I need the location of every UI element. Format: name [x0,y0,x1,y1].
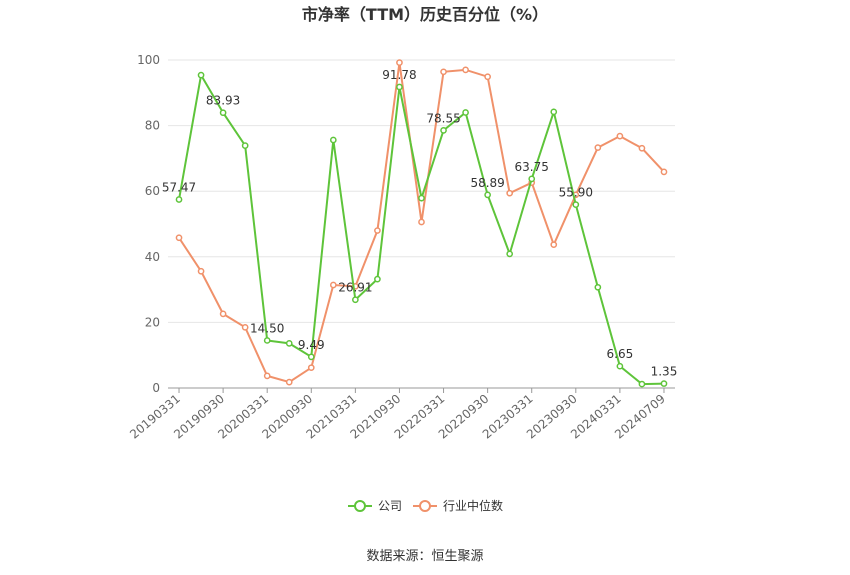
data-label: 14.50 [250,321,284,335]
point-industry [506,189,514,197]
data-label: 63.75 [515,160,549,174]
point-company [528,175,536,183]
point-industry [219,310,227,318]
point-industry [285,378,293,386]
source-note: 数据来源：恒生聚源 [366,549,483,564]
point-company [329,136,337,144]
point-company [263,337,271,344]
point-company [506,250,514,258]
data-label: 78.55 [426,111,460,125]
y-tick-label: 0 [152,381,160,395]
y-tick-label: 100 [137,53,160,67]
data-label: 83.93 [206,94,240,108]
data-label: 9.49 [298,338,325,352]
point-company [418,194,425,202]
point-company [241,142,249,149]
point-industry [241,323,249,331]
data-label: 57.47 [162,180,196,194]
x-axis: 2019033120190930202003312020093020210331… [127,387,675,442]
point-company [638,380,646,388]
data-label: 6.65 [607,347,634,361]
legend[interactable]: 公司 行业中位数 [348,498,503,513]
point-company [285,340,293,347]
y-tick-label: 80 [145,119,160,133]
point-industry [197,267,205,275]
point-industry [263,372,271,380]
y-tick-label: 40 [145,250,160,264]
data-label: 1.35 [651,365,678,379]
point-industry [396,59,403,66]
point-company [550,108,558,116]
legend-swatch-marker [419,500,431,512]
point-industry [374,227,381,234]
point-industry [175,234,183,242]
point-company [307,353,315,361]
data-label: 26.91 [338,281,372,295]
y-axis: 0 20 40 60 80 100 [137,53,160,395]
point-industry [484,73,491,81]
y-tick-label: 20 [145,315,160,329]
data-label: 91.78 [382,68,416,82]
point-industry [594,144,602,151]
point-company [462,109,469,116]
grid [168,59,675,323]
series-line-company [178,72,665,386]
series-layer [175,59,668,388]
legend-label: 公司 [378,499,402,513]
legend-label: 行业中位数 [443,498,503,513]
point-company [396,83,403,91]
data-labels: 57.47 83.93 14.50 9.49 26.91 91.78 78.55 58.89 6… [162,68,677,379]
legend-item-industry[interactable]: 行业中位数 [413,498,503,513]
data-label: 55.90 [559,186,593,200]
point-company [197,71,205,79]
data-label: 58.89 [470,176,504,190]
point-industry [462,66,469,74]
point-company [616,362,624,370]
point-industry [307,364,315,372]
legend-swatch-marker [354,500,366,512]
point-company [440,127,447,134]
point-industry [638,144,646,152]
point-industry [440,68,447,76]
point-industry [550,241,558,249]
point-company [219,109,227,117]
chart-title: 市净率（TTM）历史百分位（%） [302,5,548,24]
legend-item-company[interactable]: 公司 [348,499,402,513]
point-company [594,283,602,291]
point-company [572,201,580,208]
point-company [175,196,183,203]
point-company [374,275,381,283]
point-industry [418,218,425,226]
y-tick-label: 60 [145,184,160,198]
point-industry [660,168,668,176]
point-company [352,296,359,304]
point-industry [329,281,337,289]
point-industry [616,132,624,140]
point-company [660,380,668,387]
point-company [484,191,491,199]
